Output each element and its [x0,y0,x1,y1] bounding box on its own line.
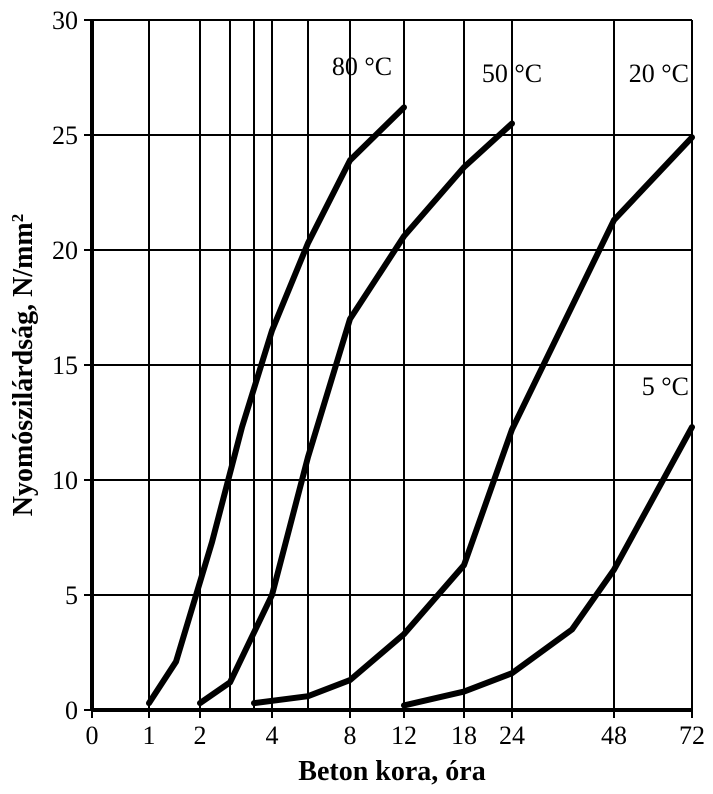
y-tick-label: 30 [52,6,78,35]
x-tick-label: 12 [391,721,417,750]
series-label: 80 °C [332,52,392,81]
x-tick-label: 18 [451,721,477,750]
y-tick-label: 15 [52,351,78,380]
series-label: 5 °C [642,372,689,401]
line-chart: 05101520253001248121824487280 °C50 °C20 … [0,0,713,794]
series-label: 50 °C [482,59,542,88]
y-axis-label: Nyomószilárdság, N/mm2 [8,214,40,516]
x-tick-label: 1 [143,721,156,750]
x-tick-label: 72 [679,721,705,750]
y-tick-label: 5 [65,581,78,610]
x-tick-label: 8 [344,721,357,750]
series-label: 20 °C [629,59,689,88]
x-tick-label: 48 [601,721,627,750]
y-tick-label: 10 [52,466,78,495]
x-tick-label: 0 [86,721,99,750]
x-axis-label: Beton kora, óra [298,756,485,787]
y-tick-label: 25 [52,121,78,150]
y-tick-label: 20 [52,236,78,265]
x-tick-label: 24 [499,721,525,750]
x-tick-label: 2 [194,721,207,750]
y-tick-label: 0 [65,696,78,725]
x-tick-label: 4 [266,721,279,750]
